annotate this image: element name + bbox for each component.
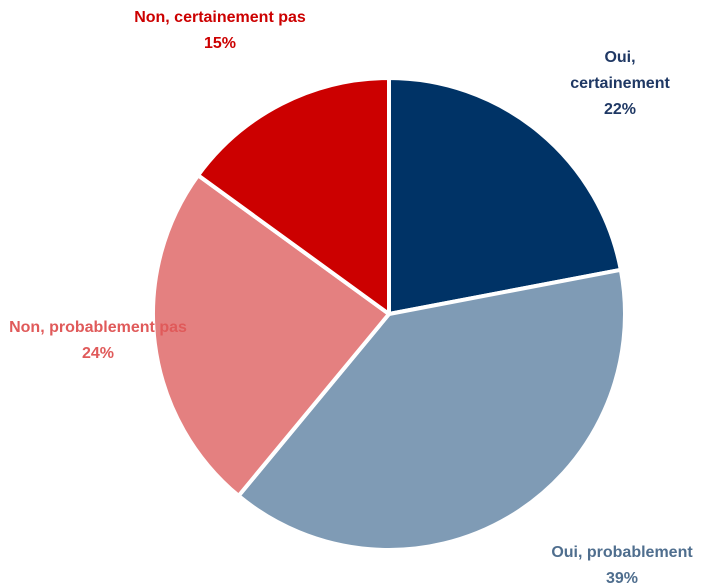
slice-label: Non, probablement pas 24% [3,315,193,367]
category-label: Oui, certainement [570,49,670,92]
category-label: Oui, probablement [551,544,693,561]
value-label: 39% [605,570,639,586]
slice-label: Oui, probablement 39% [522,540,714,586]
pie-slice [151,173,391,498]
pie-slice [196,76,391,316]
value-label: 15% [203,35,237,52]
pie-slice [387,76,623,316]
value-label: 24% [81,345,115,362]
slice-label: Non, certainement pas 15% [110,5,330,57]
slice-label: Oui, certainement 22% [555,45,685,123]
category-label: Non, certainement pas [134,9,306,26]
pie-slice [236,267,627,552]
category-label: Non, probablement pas [9,319,187,336]
value-label: 22% [603,101,637,118]
